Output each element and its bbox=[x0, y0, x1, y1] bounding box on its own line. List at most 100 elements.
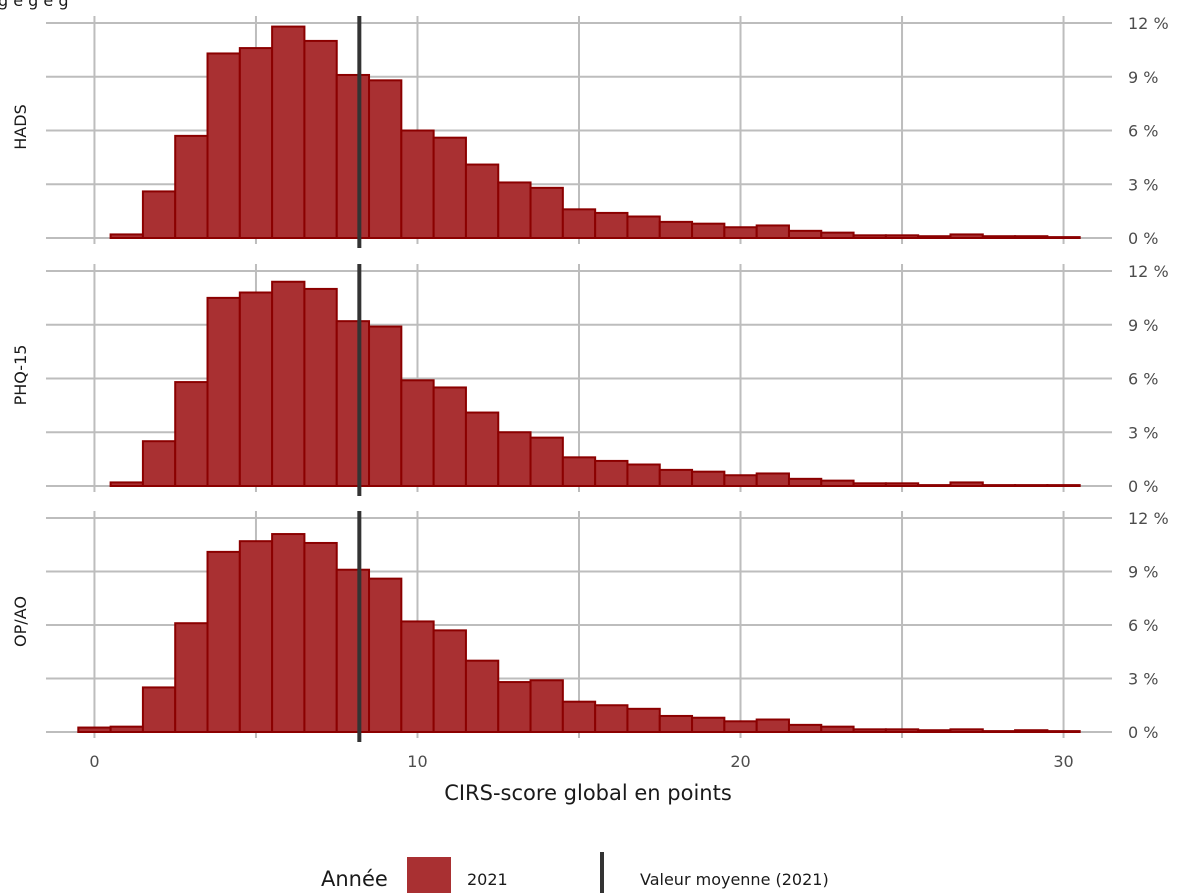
histogram-bar bbox=[238, 540, 274, 734]
y-tick-label: 9 % bbox=[1128, 68, 1158, 87]
histogram-bar bbox=[206, 550, 241, 734]
facet-panel-hads: 0 % 3 % 6 % 9 % 12 % HADS bbox=[11, 14, 1169, 248]
histogram-bar bbox=[1046, 236, 1081, 240]
histogram-bar bbox=[497, 431, 532, 487]
y-tick-label: 3 % bbox=[1128, 423, 1158, 442]
y-tick-label: 0 % bbox=[1128, 477, 1158, 496]
histogram-bar bbox=[303, 541, 338, 734]
facet-label: PHQ-15 bbox=[11, 345, 30, 406]
histogram-bar bbox=[723, 474, 758, 487]
x-tick-label: 10 bbox=[407, 752, 427, 771]
histogram-bar bbox=[594, 211, 629, 240]
histogram-bar bbox=[174, 381, 209, 488]
histogram-bar bbox=[271, 533, 306, 733]
histogram-bar bbox=[303, 39, 338, 239]
y-tick-label: 6 % bbox=[1128, 616, 1158, 635]
y-tick-label: 0 % bbox=[1128, 723, 1158, 742]
histogram-bar bbox=[368, 79, 403, 240]
facet-label: OP/AO bbox=[11, 596, 30, 647]
histogram-bar bbox=[206, 296, 241, 487]
x-tick-label: 0 bbox=[89, 752, 99, 771]
histogram-bar bbox=[723, 720, 758, 733]
histogram-bar bbox=[755, 472, 790, 488]
histogram-bar bbox=[820, 479, 855, 487]
histogram-bar bbox=[852, 234, 887, 239]
histogram-bar bbox=[400, 379, 435, 487]
histogram-bar bbox=[432, 629, 467, 733]
histogram-bar bbox=[626, 463, 661, 487]
histogram-bar bbox=[174, 622, 209, 734]
histogram-bar bbox=[852, 728, 887, 734]
histogram-bar bbox=[691, 716, 726, 734]
histogram-bar bbox=[594, 459, 629, 487]
histogram-bar bbox=[1014, 729, 1049, 734]
legend-title: Année bbox=[321, 867, 388, 891]
y-tick-label: 9 % bbox=[1128, 316, 1158, 335]
histogram-bar bbox=[691, 222, 726, 240]
histogram-bar bbox=[561, 456, 597, 488]
histogram-bar bbox=[820, 725, 855, 734]
histogram-bar bbox=[432, 386, 467, 488]
facet-label: HADS bbox=[11, 104, 30, 149]
x-axis-title: CIRS-score global en points bbox=[444, 781, 732, 805]
y-tick-label: 12 % bbox=[1128, 509, 1169, 528]
histogram-bar bbox=[594, 704, 629, 733]
histogram-bar bbox=[884, 728, 920, 734]
legend-mean-label: Valeur moyenne (2021) bbox=[640, 870, 829, 889]
legend-fill-swatch bbox=[407, 857, 451, 893]
histogram-bar bbox=[109, 725, 144, 734]
histogram-bar bbox=[884, 234, 920, 239]
histogram-bar bbox=[271, 280, 306, 487]
histogram-bar bbox=[141, 686, 177, 734]
histogram-bar bbox=[917, 235, 952, 239]
histogram-bar bbox=[303, 287, 338, 487]
histogram-bar bbox=[1046, 484, 1081, 487]
y-tick-label: 3 % bbox=[1128, 175, 1158, 194]
histogram-bar bbox=[206, 52, 241, 240]
y-tick-label: 12 % bbox=[1128, 262, 1169, 281]
histogram-bar bbox=[400, 129, 435, 239]
x-tick-label: 30 bbox=[1053, 752, 1073, 771]
histogram-bar bbox=[77, 726, 112, 734]
histogram-bar bbox=[658, 468, 694, 487]
histogram-bar bbox=[141, 190, 177, 240]
facet-panel-op-ao: 0 % 3 % 6 % 9 % 12 % OP/AO bbox=[11, 509, 1169, 742]
histogram-bar bbox=[723, 226, 758, 239]
legend-mean-swatch bbox=[600, 852, 604, 893]
histogram-bar bbox=[464, 659, 500, 734]
histogram-bar bbox=[529, 679, 564, 733]
histogram-bar bbox=[884, 482, 920, 487]
histogram-bar bbox=[755, 718, 790, 733]
histogram-bar bbox=[238, 291, 274, 487]
histogram-bar bbox=[658, 714, 694, 734]
histogram-bar bbox=[1014, 484, 1049, 487]
y-tick-label: 6 % bbox=[1128, 370, 1158, 389]
histogram-bar bbox=[1014, 235, 1049, 239]
histogram-bar bbox=[109, 481, 144, 487]
histogram-bar bbox=[271, 25, 306, 240]
histogram-bar bbox=[464, 411, 500, 487]
histogram-bar bbox=[335, 568, 371, 734]
y-tick-label: 3 % bbox=[1128, 670, 1158, 689]
histogram-bar bbox=[949, 728, 984, 734]
histogram-bar bbox=[852, 482, 887, 487]
histogram-bar bbox=[141, 440, 177, 488]
histogram-bar bbox=[949, 481, 984, 487]
histogram-bar bbox=[561, 700, 597, 734]
legend: Année 2021 Valeur moyenne (2021) bbox=[321, 852, 829, 893]
histogram-bar bbox=[529, 436, 564, 487]
histogram-bar bbox=[335, 320, 371, 487]
histogram-bar bbox=[949, 233, 984, 240]
histogram-bar bbox=[787, 723, 823, 733]
histogram-bar bbox=[561, 208, 597, 239]
legend-fill-label: 2021 bbox=[467, 870, 508, 889]
histogram-bar bbox=[691, 470, 726, 487]
facet-panel-phq-15: 0 % 3 % 6 % 9 % 12 % PHQ-15 bbox=[11, 262, 1169, 496]
histogram-bar bbox=[981, 235, 1017, 239]
histogram-bar bbox=[174, 134, 209, 239]
histogram-bar bbox=[626, 707, 661, 733]
histogram-bar bbox=[787, 477, 823, 488]
x-tick-label: 20 bbox=[730, 752, 750, 771]
histogram-bar bbox=[755, 224, 790, 239]
